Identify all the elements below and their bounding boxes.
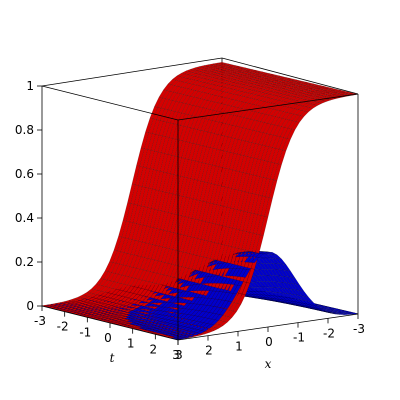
z-tick-label: 0.4: [15, 211, 34, 225]
x-tick-label: -1: [293, 331, 305, 345]
t-tick-label: -2: [57, 320, 69, 334]
z-tick-label: 0.2: [15, 255, 34, 269]
x-tick-label: 1: [235, 339, 243, 353]
x-tick-label: -3: [353, 322, 365, 336]
x-axis-label: x: [265, 357, 272, 371]
t-tick-label: 1: [127, 337, 135, 351]
t-axis-label: t: [110, 351, 115, 365]
box-edge: [41, 57, 223, 87]
t-tick-label: -3: [34, 314, 46, 328]
t-tick-label: 2: [150, 342, 158, 356]
x-tick-label: 3: [175, 348, 183, 362]
x-tick-label: 0: [265, 335, 273, 349]
x-tick-label: 2: [205, 344, 213, 358]
surfaces: [41, 62, 359, 340]
z-tick-label: 0.6: [15, 167, 34, 181]
box-edge: [177, 93, 359, 121]
t-tick-label: -1: [79, 325, 91, 339]
box-edge: [221, 57, 359, 95]
t-tick-label: 3: [172, 348, 180, 362]
box-edge: [41, 85, 179, 121]
t-tick-label: 0: [104, 331, 112, 345]
x-tick-label: -2: [323, 326, 335, 340]
z-tick-label: 0: [26, 299, 34, 313]
axis-ticks: 00.20.40.60.81-3 -2 -1 0 1 2 33 2 1 0 -1 -2 -3: [15, 79, 365, 362]
z-tick-label: 1: [26, 79, 34, 93]
z-tick-label: 0.8: [15, 123, 34, 137]
